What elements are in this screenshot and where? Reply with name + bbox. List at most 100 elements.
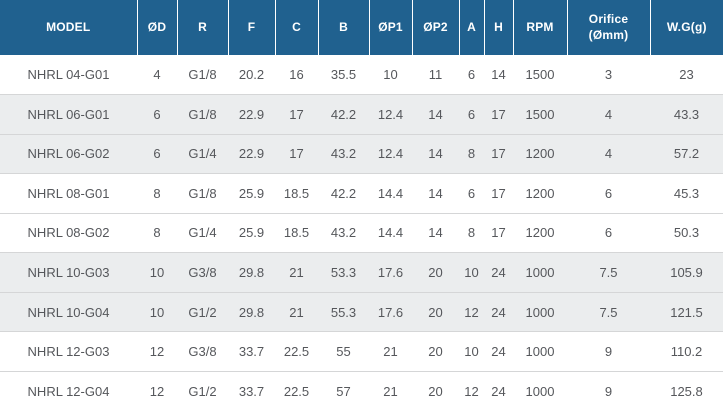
cell-c: 22.5 [275,370,318,411]
cell-h: 24 [484,370,513,411]
cell-a: 6 [459,94,484,135]
cell-op2: 20 [412,331,459,372]
cell-op2: 14 [412,173,459,214]
cell-rpm: 1200 [513,173,567,214]
cell-f: 33.7 [228,331,275,372]
cell-h: 17 [484,173,513,214]
column-header-r: R [176,0,228,55]
cell-c: 16 [275,55,318,95]
cell-op1: 14.4 [369,212,412,253]
model-cell: NHRL 10-G04 [0,291,137,332]
cell-r: G1/8 [177,55,228,95]
cell-c: 21 [275,252,318,293]
cell-op2: 20 [412,291,459,332]
column-header-model: MODEL [0,0,137,55]
cell-c: 18.5 [275,173,318,214]
cell-op2: 14 [412,212,459,253]
cell-h: 17 [484,94,513,135]
cell-h: 24 [484,331,513,372]
cell-r: G1/8 [177,94,228,135]
column-header-a: A [458,0,484,55]
cell-op2: 14 [412,133,459,174]
cell-h: 24 [484,291,513,332]
cell-op1: 12.4 [369,133,412,174]
cell-op1: 17.6 [369,252,412,293]
cell-b: 57 [318,370,369,411]
column-header-op2: ØP2 [411,0,459,55]
cell-orifice: 4 [567,94,650,135]
cell-op1: 21 [369,331,412,372]
cell-a: 6 [459,55,484,95]
cell-op2: 11 [412,55,459,95]
cell-op2: 20 [412,370,459,411]
cell-rpm: 1500 [513,55,567,95]
cell-b: 42.2 [318,173,369,214]
cell-rpm: 1000 [513,331,567,372]
cell-a: 10 [459,252,484,293]
cell-orifice: 9 [567,331,650,372]
model-cell: NHRL 06-G02 [0,133,137,174]
cell-r: G1/8 [177,173,228,214]
column-header-rpm: RPM [512,0,567,55]
column-header-od: ØD [136,0,177,55]
cell-b: 55.3 [318,291,369,332]
table-row: NHRL 04-G01 4 G1/8 20.2 16 35.5 10 11 6 14 1500 3 23 [0,55,723,95]
cell-b: 42.2 [318,94,369,135]
cell-wg: 23 [650,55,723,95]
column-header-c: C [274,0,318,55]
cell-wg: 121.5 [650,291,723,332]
cell-r: G1/4 [177,212,228,253]
model-cell: NHRL 04-G01 [0,55,137,95]
cell-r: G3/8 [177,252,228,293]
table-row: NHRL 06-G02 6 G1/4 22.9 17 43.2 12.4 14 8 17 1200 4… [0,133,723,174]
cell-h: 17 [484,212,513,253]
cell-c: 21 [275,291,318,332]
table-row: NHRL 12-G04 12 G1/2 33.7 22.5 57 21 20 12 24 1000 9… [0,370,723,411]
cell-od: 4 [137,55,177,95]
cell-rpm: 1500 [513,94,567,135]
cell-wg: 50.3 [650,212,723,253]
cell-orifice: 7.5 [567,291,650,332]
cell-wg: 57.2 [650,133,723,174]
cell-od: 10 [137,252,177,293]
cell-c: 22.5 [275,331,318,372]
cell-orifice: 6 [567,173,650,214]
cell-h: 24 [484,252,513,293]
cell-od: 8 [137,212,177,253]
cell-h: 14 [484,55,513,95]
model-cell: NHRL 08-G01 [0,173,137,214]
cell-op1: 12.4 [369,94,412,135]
table-header: MODEL ØD R F C B ØP1 ØP2 A H RPM Orifice (Ømm) W.G(g) [0,0,723,55]
cell-op2: 20 [412,252,459,293]
cell-f: 29.8 [228,291,275,332]
cell-c: 17 [275,94,318,135]
cell-od: 6 [137,133,177,174]
cell-r: G1/4 [177,133,228,174]
column-header-h: H [483,0,513,55]
cell-od: 6 [137,94,177,135]
column-header-orifice-line: (Ømm) [588,27,629,42]
cell-a: 12 [459,291,484,332]
cell-op1: 10 [369,55,412,95]
cell-h: 17 [484,133,513,174]
column-header-wg: W.G(g) [649,0,723,55]
model-cell: NHRL 12-G04 [0,370,137,411]
cell-f: 25.9 [228,173,275,214]
table-row: NHRL 12-G03 12 G3/8 33.7 22.5 55 21 20 10 24 1000 9… [0,331,723,372]
cell-c: 17 [275,133,318,174]
column-header-orifice-line: Orifice [588,11,629,26]
cell-od: 12 [137,331,177,372]
model-cell: NHRL 06-G01 [0,94,137,135]
cell-od: 10 [137,291,177,332]
cell-a: 8 [459,133,484,174]
cell-rpm: 1000 [513,370,567,411]
cell-od: 12 [137,370,177,411]
cell-f: 22.9 [228,133,275,174]
cell-r: G1/2 [177,291,228,332]
cell-wg: 125.8 [650,370,723,411]
cell-b: 43.2 [318,133,369,174]
cell-op1: 17.6 [369,291,412,332]
cell-b: 43.2 [318,212,369,253]
cell-f: 25.9 [228,212,275,253]
